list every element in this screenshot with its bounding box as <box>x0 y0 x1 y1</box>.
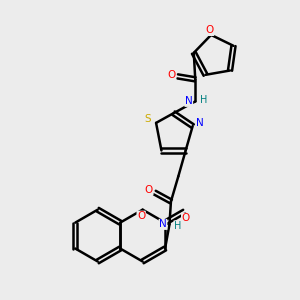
Text: O: O <box>145 184 153 195</box>
Text: O: O <box>206 26 214 35</box>
Text: O: O <box>137 211 145 221</box>
Text: H: H <box>200 95 207 105</box>
Text: N: N <box>159 219 167 230</box>
Text: S: S <box>145 114 151 124</box>
Text: H: H <box>174 221 182 231</box>
Text: N: N <box>185 96 193 106</box>
Text: O: O <box>168 70 176 80</box>
Text: N: N <box>196 118 204 128</box>
Text: O: O <box>182 213 190 223</box>
